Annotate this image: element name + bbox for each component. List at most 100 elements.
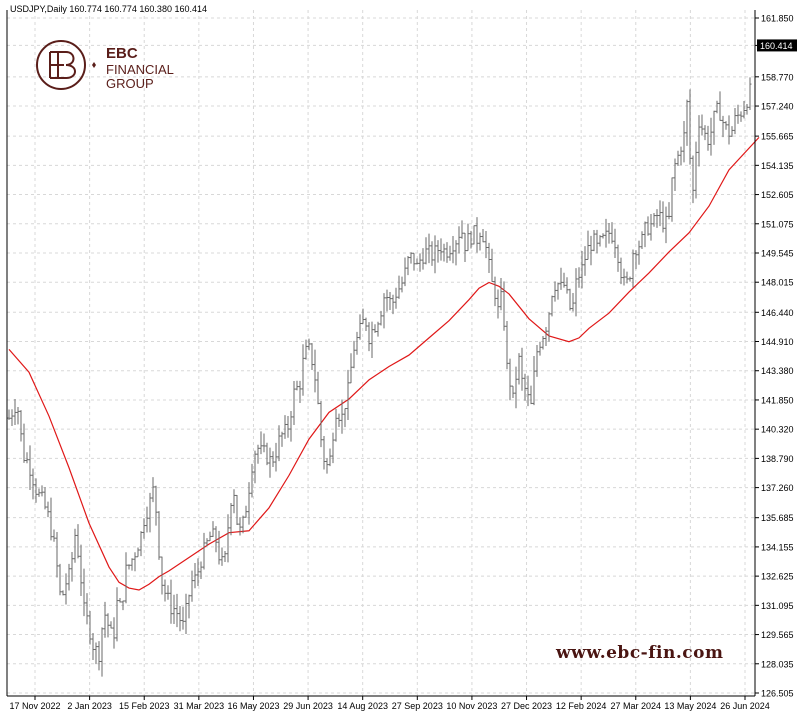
- time-tick-label: 29 Jun 2023: [283, 701, 333, 711]
- price-bar: [505, 321, 509, 370]
- price-axis-labels: 161.850 160.414 158.770 157.240 155.665 154.1…: [755, 14, 797, 699]
- price-bar: [502, 281, 506, 331]
- price-bar: [88, 610, 92, 645]
- price-bar: [349, 353, 353, 384]
- time-tick-label: 27 Dec 2023: [501, 701, 552, 711]
- time-tick-label: 14 Aug 2023: [337, 701, 388, 711]
- price-bar: [106, 613, 110, 638]
- price-bar: [49, 497, 53, 541]
- price-bar: [256, 444, 260, 464]
- price-bar: [313, 349, 317, 393]
- price-bar: [235, 494, 239, 526]
- time-tick-label: 2 Jan 2023: [67, 701, 112, 711]
- price-bar: [13, 399, 17, 426]
- price-bar: [595, 229, 599, 254]
- price-bar: [103, 601, 107, 638]
- price-tick-label: 144.910: [761, 337, 794, 347]
- price-bar: [565, 277, 569, 294]
- price-tick-label: 154.135: [761, 161, 794, 171]
- price-bar: [736, 104, 740, 124]
- price-bar: [112, 617, 116, 649]
- price-bar: [487, 242, 491, 273]
- price-bar: [67, 563, 71, 591]
- price-bar: [649, 214, 653, 241]
- price-bar: [361, 308, 365, 324]
- price-bar: [187, 594, 191, 619]
- price-bar: [445, 242, 449, 263]
- price-bar: [373, 324, 377, 333]
- price-bar: [499, 277, 503, 311]
- logo-ring-icon: [36, 40, 86, 90]
- price-bar: [394, 287, 398, 309]
- price-bar: [583, 246, 587, 276]
- price-bar: [169, 579, 173, 624]
- price-bar: [742, 101, 746, 119]
- price-bar: [634, 250, 638, 270]
- price-bar: [301, 344, 305, 396]
- price-bar: [493, 276, 497, 307]
- price-bar: [451, 235, 455, 264]
- price-bar: [610, 222, 614, 244]
- price-bar: [19, 410, 23, 442]
- price-bar: [250, 463, 254, 498]
- price-bar: [700, 114, 704, 136]
- price-bar: [730, 126, 734, 137]
- price-bar: [523, 373, 527, 401]
- price-bar: [592, 230, 596, 252]
- price-bar: [208, 531, 212, 542]
- price-bar: [619, 257, 623, 285]
- price-bars-layer: [7, 77, 752, 677]
- price-bar: [190, 570, 194, 602]
- price-bar: [478, 232, 482, 251]
- price-bar: [724, 121, 728, 130]
- price-bar: [316, 371, 320, 405]
- price-tick-label: 138.790: [761, 454, 794, 464]
- price-bar: [589, 235, 593, 266]
- price-bar: [148, 492, 152, 533]
- price-bar: [436, 240, 440, 263]
- grid-lines: [7, 10, 755, 696]
- price-bar: [601, 233, 605, 239]
- price-bar: [64, 573, 68, 605]
- logo-monogram-icon: [49, 51, 76, 79]
- price-bar: [346, 369, 350, 421]
- price-tick-label: 161.850: [761, 14, 794, 24]
- time-tick-label: 27 Mar 2024: [610, 701, 661, 711]
- price-bar: [145, 506, 149, 533]
- price-tick-label: 135.685: [761, 513, 794, 523]
- price-bar: [538, 341, 542, 356]
- price-bar: [682, 121, 686, 163]
- price-bar: [400, 276, 404, 293]
- symbol-info-label: USDJPY,Daily 160.774 160.774 160.380 160…: [10, 4, 207, 14]
- price-bar: [280, 431, 284, 447]
- price-bar: [52, 529, 56, 542]
- price-bar: [115, 587, 119, 642]
- price-bar: [181, 606, 185, 630]
- price-bar: [508, 358, 512, 401]
- price-bar: [388, 292, 392, 310]
- time-tick-label: 10 Nov 2023: [446, 701, 497, 711]
- price-bar: [472, 225, 476, 245]
- price-bar: [274, 442, 278, 472]
- price-bar: [514, 366, 518, 409]
- price-bar: [547, 312, 551, 342]
- price-bar: [733, 108, 737, 135]
- price-tick-label: 152.605: [761, 190, 794, 200]
- price-bar: [574, 268, 578, 317]
- price-bar: [118, 598, 122, 603]
- moving-average-layer: [8, 136, 760, 591]
- time-tick-label: 27 Sep 2023: [392, 701, 443, 711]
- price-bar: [319, 401, 323, 448]
- price-bar: [559, 267, 563, 290]
- price-bar: [340, 399, 344, 434]
- price-bar: [727, 115, 731, 145]
- price-bar: [175, 593, 179, 628]
- price-bar: [562, 272, 566, 288]
- price-bar: [532, 355, 536, 406]
- price-bar: [511, 385, 515, 398]
- price-bar: [139, 531, 143, 557]
- price-bar: [268, 447, 272, 478]
- logo-brand-financial: FINANCIAL: [106, 62, 174, 77]
- price-bar: [265, 442, 269, 466]
- price-bar: [73, 528, 77, 563]
